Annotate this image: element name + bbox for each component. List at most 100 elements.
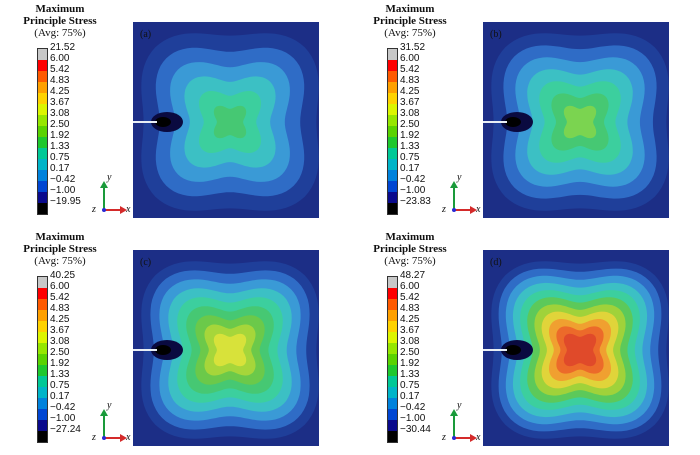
legend-labels: 31.52 6.00 5.42 4.83 4.25 3.67 3.08 2.50… [400,42,431,207]
legend-title-line1: Maximum [35,231,85,243]
panel-label: (a) [140,29,152,40]
legend-swatch [38,82,47,93]
contour-svg [483,250,669,446]
legend-label: 3.67 [50,97,70,108]
legend-title-line2: Principle Stress [23,15,97,27]
stress-contour-plot [483,250,669,446]
panel-a: Maximum Principle Stress (Avg: 75%) 21.5… [0,0,350,227]
legend-swatch [38,343,47,354]
legend-title-line2: Principle Stress [373,15,447,27]
axis-z-label: z [442,204,446,215]
legend-label: −30.44 [400,424,431,435]
legend-label: 6.00 [400,53,420,64]
legend-label: 5.42 [50,292,70,303]
legend-swatch [388,71,397,82]
legend-swatch [388,299,397,310]
axis-y-label: y [457,400,462,411]
legend-label: 1.33 [50,369,70,380]
legend-label: −0.42 [50,174,76,185]
legend-label: 0.17 [400,391,420,402]
legend-label: 1.92 [400,358,420,369]
legend-label: −1.00 [400,413,426,424]
axis-triad-icon [100,181,127,214]
legend-label: 0.75 [50,380,70,391]
legend-label: 0.17 [50,391,70,402]
crack-core [505,117,521,127]
legend-swatch [38,104,47,115]
legend-label: 0.75 [400,152,420,163]
legend-title-line2: Principle Stress [373,243,447,255]
legend-swatch [38,354,47,365]
legend-label: −0.42 [50,402,76,413]
legend-title-line3: (Avg: 75%) [34,255,86,267]
legend-label: −27.24 [50,424,81,435]
panel-label: (d) [490,257,502,268]
legend-label: 2.50 [50,347,70,358]
legend-swatch [388,181,397,192]
legend-label: 3.08 [400,108,420,119]
legend-swatch [388,148,397,159]
legend-label: 4.83 [50,303,70,314]
legend-label: 1.92 [400,130,420,141]
axis-y-label: y [107,172,112,183]
legend-label: 4.83 [50,75,70,86]
legend-swatch [388,310,397,321]
legend-swatch [38,192,47,203]
contour-svg [483,22,669,218]
axis-x-label: x [476,432,481,443]
axis-triad: y z x [88,172,132,216]
legend-title: Maximum Principle Stress (Avg: 75%) [356,231,464,267]
legend-swatch [38,321,47,332]
legend-label: 3.08 [50,108,70,119]
legend-title-line3: (Avg: 75%) [34,27,86,39]
panel-label: (c) [140,257,152,268]
stress-contour-plot [133,250,319,446]
legend-label: 1.92 [50,358,70,369]
legend-label: 3.08 [50,336,70,347]
legend-label: 21.52 [50,42,76,53]
legend-swatch [38,137,47,148]
legend-labels: 40.25 6.00 5.42 4.83 4.25 3.67 3.08 2.50… [50,270,81,435]
legend-label: 31.52 [400,42,426,53]
color-legend-bar [387,276,398,443]
legend-label: 6.00 [50,53,70,64]
legend-label: −1.00 [50,185,76,196]
legend-label: −0.42 [400,174,426,185]
legend-label: 0.75 [50,152,70,163]
legend-label: 1.33 [400,141,420,152]
crack-core [155,345,171,355]
legend-swatch [388,115,397,126]
legend-swatch [388,376,397,387]
legend-swatch [388,277,397,288]
legend-swatch [388,387,397,398]
axis-triad-icon [100,409,127,442]
legend-swatch [38,93,47,104]
axis-x-label: x [126,432,131,443]
legend-swatch [388,288,397,299]
legend-swatch [38,420,47,431]
legend-swatch [388,170,397,181]
panel-label: (b) [490,29,502,40]
color-legend-bar [37,48,48,215]
legend-swatch [388,343,397,354]
legend-swatch [388,49,397,60]
legend-title-line3: (Avg: 75%) [384,27,436,39]
legend-swatch [388,431,397,442]
legend-label: 4.25 [50,314,70,325]
legend-label: 48.27 [400,270,426,281]
legend-label: 4.83 [400,75,420,86]
legend-label: 5.42 [400,64,420,75]
legend-swatch [38,170,47,181]
legend-label: 5.42 [50,64,70,75]
legend-swatch [38,277,47,288]
legend-swatch [388,137,397,148]
legend-label: 1.92 [50,130,70,141]
stress-contour-plot [133,22,319,218]
legend-label: 3.67 [400,97,420,108]
axis-triad: y z x [438,400,482,444]
legend-swatch [388,93,397,104]
legend-title: Maximum Principle Stress (Avg: 75%) [6,3,114,39]
legend-swatch [388,82,397,93]
legend-swatch [388,192,397,203]
legend-label: 4.25 [50,86,70,97]
